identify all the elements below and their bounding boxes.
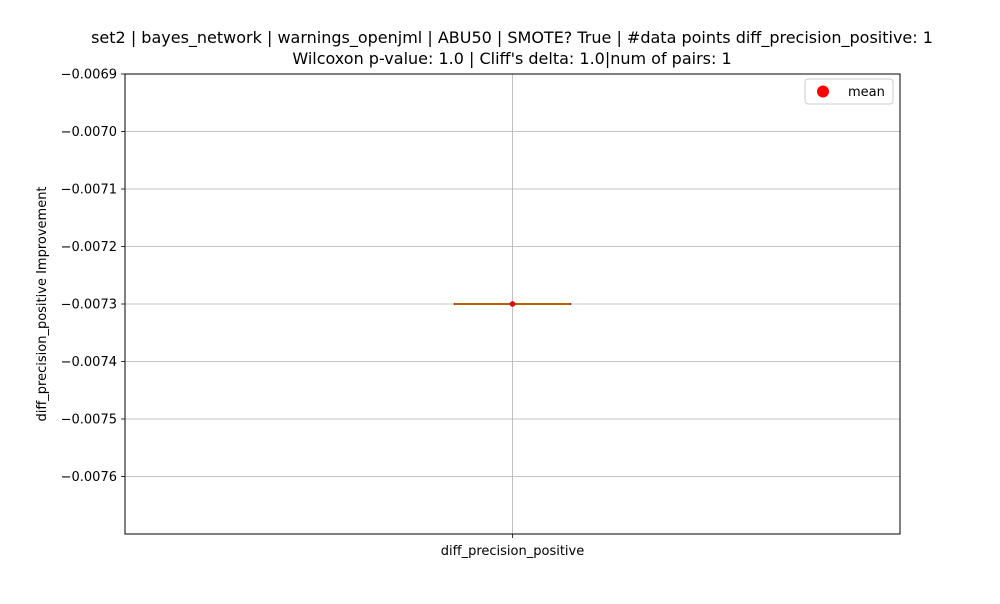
y-tick-label: −0.0075 (61, 413, 117, 428)
y-tick-label: −0.0076 (61, 470, 117, 485)
x-tick-label: diff_precision_positive (441, 544, 584, 559)
legend-mean-marker (817, 85, 829, 98)
box-plot (453, 301, 572, 307)
y-tick-label: −0.0069 (61, 68, 117, 83)
y-tick-label: −0.0070 (61, 125, 117, 140)
legend-mean-label: mean (848, 85, 885, 100)
legend-frame (804, 78, 894, 105)
legend: mean (804, 78, 894, 105)
plot-frame (124, 73, 901, 535)
chart-title-line-2: Wilcoxon p-value: 1.0 | Cliff's delta: 1… (292, 49, 731, 68)
chart-title: set2 | bayes_network | warnings_openjml … (91, 28, 933, 68)
y-axis-label: diff_precision_positive Improvement (35, 186, 50, 421)
chart-title-line-1: set2 | bayes_network | warnings_openjml … (91, 28, 933, 48)
y-tick-label: −0.0071 (61, 183, 117, 198)
tick-layer: −0.0069 −0.0070 −0.0071 −0.0072 −0.0073 −0.00… (61, 68, 585, 560)
y-tick-label: −0.0073 (61, 298, 117, 313)
mean-marker (509, 301, 516, 307)
y-tick-label: −0.0072 (61, 240, 117, 255)
y-tick-label: −0.0074 (61, 355, 117, 370)
